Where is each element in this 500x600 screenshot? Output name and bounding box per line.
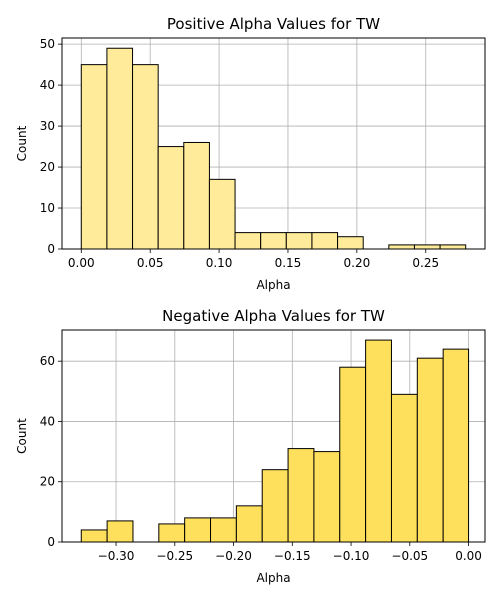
y-tick-label: 20 [40,160,55,174]
y-tick-label: 60 [40,354,55,368]
plot-frame [61,329,486,543]
x-axis-label: Alpha [256,278,290,292]
x-tick-label: −0.20 [215,549,252,563]
y-tick-label: 50 [40,37,55,51]
positive-alpha-histogram: 0.00 0.05 0.10 0.15 0.20 0.25 0 10 20 30 40 50 Posit… [15,15,486,292]
histogram-bar [106,520,134,543]
histogram-bar [157,146,185,250]
x-tick-label: 0.25 [412,256,439,270]
y-tick-label: 0 [47,535,55,549]
histogram-bar [80,64,108,250]
histogram-bar [439,244,467,250]
histogram-bar [184,517,212,543]
x-tick-label: −0.10 [333,549,370,563]
y-tick-label: 40 [40,414,55,428]
histogram-bar [416,357,444,543]
histogram-bar [287,448,315,543]
y-tick-label: 40 [40,78,55,92]
histogram-bar [260,232,287,250]
y-tick-label: 30 [40,119,55,133]
x-tick-label: 0.15 [275,256,302,270]
x-axis-label: Alpha [256,571,290,585]
x-tick-label: 0.05 [137,256,164,270]
histogram-bar [208,178,236,250]
y-axis-label: Count [15,418,29,454]
histogram-bar [339,366,367,543]
negative-alpha-histogram: −0.30 −0.25 −0.20 −0.15 −0.10 −0.05 0.00 0 20 40 6… [15,307,486,585]
histogram-bar [285,232,313,250]
x-tick-label: 0.10 [206,256,233,270]
histogram-bar [132,64,159,250]
x-tick-label: 0.00 [455,549,482,563]
y-tick-label: 0 [47,242,55,256]
histogram-bar [234,232,262,250]
y-tick-label: 20 [40,475,55,489]
x-tick-label: −0.05 [391,549,428,563]
x-tick-label: −0.25 [156,549,193,563]
x-tick-label: −0.15 [274,549,311,563]
histogram-bar [365,339,392,543]
chart-title: Positive Alpha Values for TW [167,15,380,33]
histogram-bar [183,141,210,250]
histogram-bar [313,451,341,543]
histogram-bar [390,393,418,543]
histogram-bar [80,529,108,543]
histogram-bar [261,469,289,543]
x-tick-label: 0.20 [344,256,371,270]
histogram-bar [337,236,364,250]
y-axis-label: Count [15,125,29,161]
histogram-bar [235,505,263,543]
x-tick-label: 0.00 [68,256,95,270]
histogram-bar [388,244,415,250]
plot-frame [61,37,486,250]
histogram-bar [106,47,134,250]
histogram-bar [413,244,441,250]
histogram-bar [442,348,470,543]
histogram-bar [158,523,186,543]
histogram-bar [210,517,237,543]
y-tick-label: 10 [40,201,55,215]
histogram-bar [311,232,339,250]
x-tick-label: −0.30 [98,549,135,563]
chart-title: Negative Alpha Values for TW [162,307,385,325]
